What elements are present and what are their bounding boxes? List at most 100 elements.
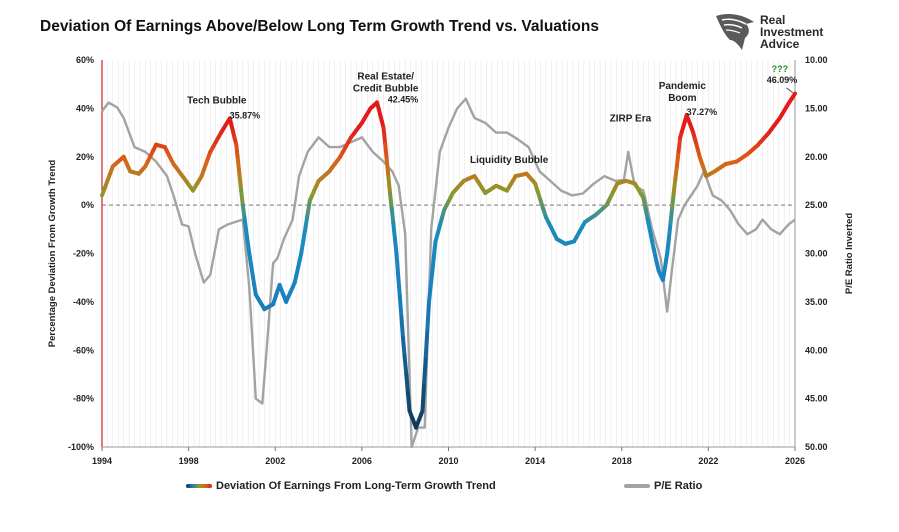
legend-label-pe: P/E Ratio — [654, 480, 703, 492]
earnings-segment — [666, 221, 673, 241]
x-tick-label: 2002 — [265, 456, 285, 466]
x-tick-label: 1994 — [92, 456, 112, 466]
earnings-segment — [431, 239, 438, 259]
annotation-2-line-1: Credit Bubble — [353, 83, 419, 94]
annotation-3-line-0: 42.45% — [388, 94, 419, 104]
chart-title: Deviation Of Earnings Above/Below Long T… — [40, 18, 599, 35]
y2-tick-label: 10.00 — [805, 55, 828, 65]
y-tick-label: -60% — [73, 345, 94, 355]
earnings-segment — [401, 336, 407, 359]
earnings-segment — [430, 254, 436, 274]
y2-tick-label: 45.00 — [805, 394, 828, 404]
annotation-9-line-0: 46.09% — [767, 75, 798, 85]
legend-label-earnings: Deviation Of Earnings From Long-Term Gro… — [216, 480, 496, 492]
annotation-0-line-0: Tech Bubble — [187, 96, 247, 107]
annotation-6-line-1: Boom — [668, 93, 696, 104]
logo-line-2: Investment — [760, 25, 824, 39]
earnings-segment — [384, 158, 391, 179]
logo: Real Investment Advice — [712, 10, 842, 56]
earnings-segment — [239, 188, 245, 208]
x-tick-label: 1998 — [179, 456, 199, 466]
x-tick-label: 2006 — [352, 456, 372, 466]
legend-swatch-earnings — [186, 484, 212, 489]
earnings-segment — [299, 238, 306, 256]
earnings-deviation-line — [100, 91, 797, 430]
annotation-5-line-0: ZIRP Era — [610, 114, 652, 125]
y2-axis-label: P/E Ratio Inverted — [844, 213, 855, 294]
earnings-segment — [383, 142, 389, 163]
earnings-segment — [240, 203, 247, 220]
earnings-segment — [405, 390, 412, 413]
earnings-segment — [402, 354, 409, 377]
x-tick-label: 2014 — [525, 456, 545, 466]
y2-tick-label: 25.00 — [805, 200, 828, 210]
y2-tick-label: 30.00 — [805, 249, 828, 259]
earnings-segment — [676, 135, 683, 154]
legend-item-earnings: Deviation Of Earnings From Long-Term Gro… — [186, 480, 496, 492]
earnings-segment — [392, 236, 399, 256]
earnings-segment — [237, 172, 244, 192]
earnings-segment — [397, 293, 404, 319]
y-tick-label: 0% — [81, 200, 94, 210]
earnings-segment — [391, 221, 397, 241]
earnings-segment — [404, 372, 410, 395]
y-tick-label: 20% — [76, 152, 94, 162]
earnings-segment — [665, 236, 671, 256]
earnings-segment — [305, 198, 312, 216]
y-tick-label: -40% — [73, 297, 94, 307]
earnings-segment — [791, 91, 797, 99]
earnings-segment — [386, 174, 392, 195]
y2-tick-label: 40.00 — [805, 345, 828, 355]
logo-line-1: Real — [760, 13, 786, 27]
earnings-segment — [423, 327, 430, 359]
x-tick-label: 2026 — [785, 456, 805, 466]
annotation-4-line-0: Liquidity Bubble — [470, 155, 549, 166]
x-tick-label: 2010 — [438, 456, 458, 466]
grid-lines — [101, 60, 796, 447]
earnings-segment — [668, 206, 675, 226]
y2-tick-label: 35.00 — [805, 297, 828, 307]
logo-text: Real Investment Advice — [760, 14, 823, 50]
earnings-segment — [399, 315, 405, 341]
earnings-segment — [388, 191, 394, 211]
y-tick-label: 40% — [76, 103, 94, 113]
x-tick-label: 2022 — [698, 456, 718, 466]
earnings-segment — [422, 354, 428, 386]
y-tick-label: -20% — [73, 249, 94, 259]
earnings-segment — [396, 272, 402, 298]
legend-item-pe: P/E Ratio — [624, 480, 702, 492]
earnings-segment — [420, 381, 427, 413]
y2-tick-label: 15.00 — [805, 103, 828, 113]
y-tick-label: -100% — [68, 442, 94, 452]
earnings-segment — [235, 157, 242, 177]
legend-swatch-pe — [624, 484, 650, 489]
earnings-segment — [242, 215, 248, 232]
pe-ratio-line — [101, 97, 796, 449]
earnings-segment — [428, 269, 435, 289]
earnings-segment — [427, 284, 433, 304]
y2-tick-label: 20.00 — [805, 152, 828, 162]
earnings-segment — [244, 227, 250, 244]
y2-tick-label: 50.00 — [805, 442, 828, 452]
annotation-8-line-0: ??? — [772, 64, 789, 74]
earnings-segment — [234, 142, 240, 162]
earnings-segment — [671, 177, 678, 195]
earnings-segment — [301, 224, 308, 243]
annotation-6-line-0: Pandemic — [659, 81, 707, 92]
annotation-7-line-0: 37.27% — [687, 107, 718, 117]
earnings-segment — [670, 191, 676, 211]
annotation-1-line-0: 35.87% — [230, 110, 261, 120]
earnings-segment — [381, 125, 388, 147]
annotation-pointer — [786, 87, 794, 94]
annotation-2-line-0: Real Estate/ — [357, 71, 414, 82]
eagle-logo-icon — [716, 14, 754, 50]
y-axis-label: Percentage Deviation From Growth Trend — [47, 160, 58, 348]
logo-line-3: Advice — [760, 37, 800, 51]
earnings-segment — [394, 251, 401, 277]
earnings-segment — [245, 239, 252, 256]
y-tick-label: 60% — [76, 55, 94, 65]
earnings-segment — [303, 211, 310, 229]
earnings-segment — [675, 149, 681, 168]
